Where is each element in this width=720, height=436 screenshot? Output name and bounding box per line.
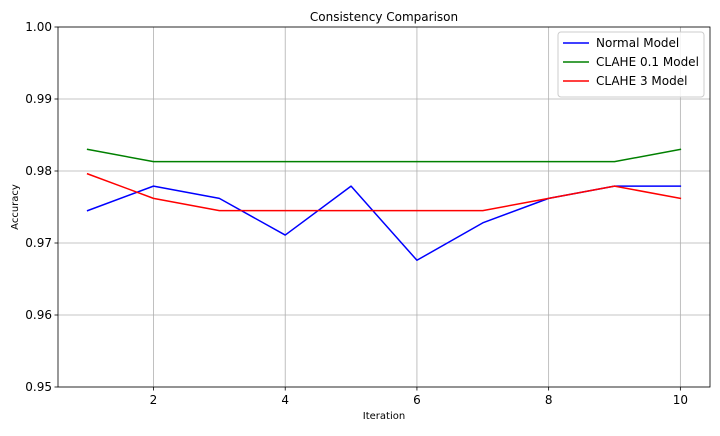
- y-tick-label: 0.98: [25, 164, 52, 178]
- x-tick-label: 6: [413, 393, 421, 407]
- series-line-clahe-3-model: [86, 172, 682, 212]
- y-tick-label: 0.95: [25, 380, 52, 394]
- legend: Normal Model CLAHE 0.1 Model CLAHE 3 Model: [557, 31, 705, 98]
- series-lines: [86, 148, 682, 262]
- x-axis-ticks: 2 4 6 8 10: [150, 387, 688, 407]
- x-tick-label: 4: [281, 393, 289, 407]
- chart-title: Consistency Comparison: [310, 10, 458, 24]
- x-tick-label: 10: [673, 393, 688, 407]
- y-axis-ticks: 0.95 0.96 0.97 0.98 0.99 1.00: [25, 20, 58, 394]
- y-tick-label: 0.97: [25, 236, 52, 250]
- legend-label: CLAHE 0.1 Model: [596, 55, 699, 69]
- y-tick-label: 1.00: [25, 20, 52, 34]
- legend-label: Normal Model: [596, 36, 679, 50]
- series-line-clahe-0-1-model: [86, 148, 682, 163]
- x-axis-label: Iteration: [363, 411, 405, 422]
- y-axis-label: Accuracy: [10, 184, 21, 230]
- x-tick-label: 2: [150, 393, 158, 407]
- plot-frame: [57, 26, 711, 388]
- y-tick-label: 0.96: [25, 308, 52, 322]
- y-tick-label: 0.99: [25, 92, 52, 106]
- legend-box: [557, 31, 705, 98]
- x-tick-label: 8: [545, 393, 553, 407]
- legend-label: CLAHE 3 Model: [596, 74, 687, 88]
